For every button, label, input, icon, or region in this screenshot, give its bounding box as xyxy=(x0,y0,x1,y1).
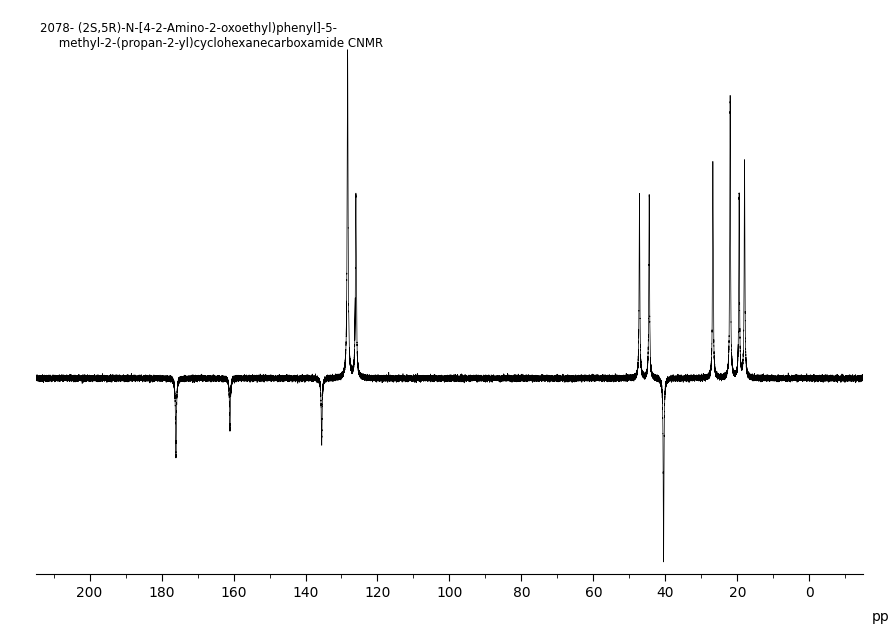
Text: ppm: ppm xyxy=(871,611,890,624)
Text: 2078- (2S,5R)-N-[4-2-Amino-2-oxoethyl)phenyl]-5-
     methyl-2-(propan-2-yl)cycl: 2078- (2S,5R)-N-[4-2-Amino-2-oxoethyl)ph… xyxy=(40,22,383,50)
